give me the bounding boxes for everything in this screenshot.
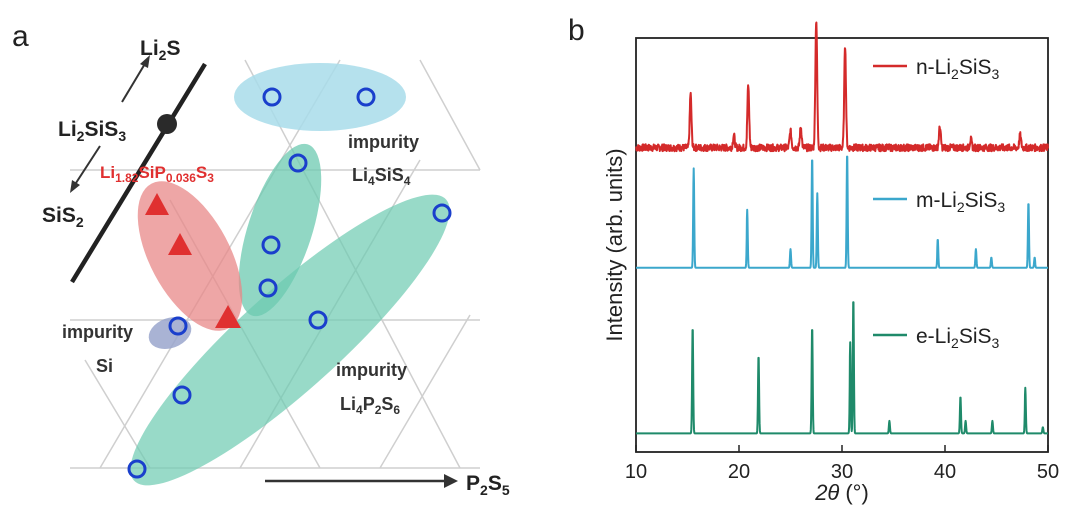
region-li4p2s6-ellipse bbox=[130, 194, 450, 486]
circle-marker bbox=[356, 87, 376, 107]
circle-marker bbox=[262, 87, 282, 107]
triangle-markers bbox=[145, 193, 241, 328]
xrd-series-line-0 bbox=[635, 21, 1049, 153]
arrow-li2s-shaft bbox=[121, 61, 147, 103]
label-sis2: SiS2 bbox=[42, 204, 84, 230]
x-axis-ticks: 10 20 30 40 50 bbox=[625, 445, 1059, 483]
legend-n-text: n-Li2SiS3 bbox=[916, 56, 1000, 82]
legend-e-text: e-Li2SiS3 bbox=[916, 325, 1000, 351]
triangle-marker bbox=[145, 193, 169, 215]
circle-markers bbox=[127, 87, 452, 479]
circle-marker bbox=[432, 203, 452, 223]
region-pink-ellipse bbox=[137, 181, 243, 331]
label-p2s5: P2S5 bbox=[466, 472, 510, 498]
label-region-li4p2s6-word: impurity bbox=[336, 360, 407, 380]
label-region-li4sis4: Li4SiS4 bbox=[352, 165, 411, 188]
label-region-li4p2s6: Li4P2S6 bbox=[340, 394, 400, 417]
region-li4sis4-ellipse bbox=[234, 63, 406, 131]
arrow-li2s-head bbox=[140, 55, 150, 68]
arrow-sis2-shaft bbox=[73, 145, 101, 187]
series-layer bbox=[635, 21, 1049, 435]
xrd-series-line-2 bbox=[635, 301, 1049, 435]
triangle-marker bbox=[215, 305, 241, 328]
grid-line-d3 bbox=[379, 314, 471, 469]
circle-marker bbox=[308, 310, 328, 330]
panel-a-label: a bbox=[12, 20, 29, 53]
x-tick-label: 20 bbox=[728, 461, 750, 483]
circle-marker bbox=[127, 459, 147, 479]
region-teal-small-ellipse bbox=[238, 143, 322, 317]
panel-b: b Intensity (arb. units) 10 20 30 40 50 2θ (°… bbox=[568, 14, 1059, 505]
tie-line bbox=[70, 62, 207, 284]
label-doped: Li1.82SiP0.036S3 bbox=[100, 163, 214, 185]
x-tick-label: 40 bbox=[934, 461, 956, 483]
x-tick-label: 30 bbox=[831, 461, 853, 483]
y-axis-label: Intensity (arb. units) bbox=[602, 148, 627, 341]
arrow-sis2-head bbox=[70, 180, 80, 193]
circle-marker bbox=[288, 153, 308, 173]
grid-line-r4 bbox=[419, 59, 481, 171]
triangle-marker bbox=[168, 233, 192, 255]
li2sis3-point bbox=[157, 114, 177, 134]
x-axis-label: 2θ (°) bbox=[814, 480, 869, 505]
label-li2sis3: Li2SiS3 bbox=[58, 118, 126, 144]
circle-marker bbox=[172, 385, 192, 405]
circle-marker bbox=[261, 235, 281, 255]
circle-marker bbox=[168, 316, 188, 336]
region-si-ellipse bbox=[148, 317, 192, 349]
panel-b-label: b bbox=[568, 14, 585, 47]
circle-marker bbox=[258, 278, 278, 298]
legend-e: e-Li2SiS3 bbox=[873, 325, 1000, 351]
x-tick-label: 50 bbox=[1037, 461, 1059, 483]
x-tick-label: 10 bbox=[625, 461, 647, 483]
label-region-si-word: impurity bbox=[62, 322, 133, 342]
xrd-series-line-1 bbox=[635, 155, 1049, 269]
arrow-p2s5-head bbox=[444, 474, 458, 488]
legend-n: n-Li2SiS3 bbox=[873, 56, 1000, 82]
label-li2s: Li2S bbox=[140, 37, 180, 63]
legend-m: m-Li2SiS3 bbox=[873, 189, 1005, 215]
plot-frame bbox=[635, 37, 1049, 453]
label-region-li4sis4-word: impurity bbox=[348, 132, 419, 152]
panel-a: a bbox=[12, 20, 510, 498]
label-region-si: Si bbox=[96, 356, 113, 376]
legend-m-text: m-Li2SiS3 bbox=[916, 189, 1005, 215]
